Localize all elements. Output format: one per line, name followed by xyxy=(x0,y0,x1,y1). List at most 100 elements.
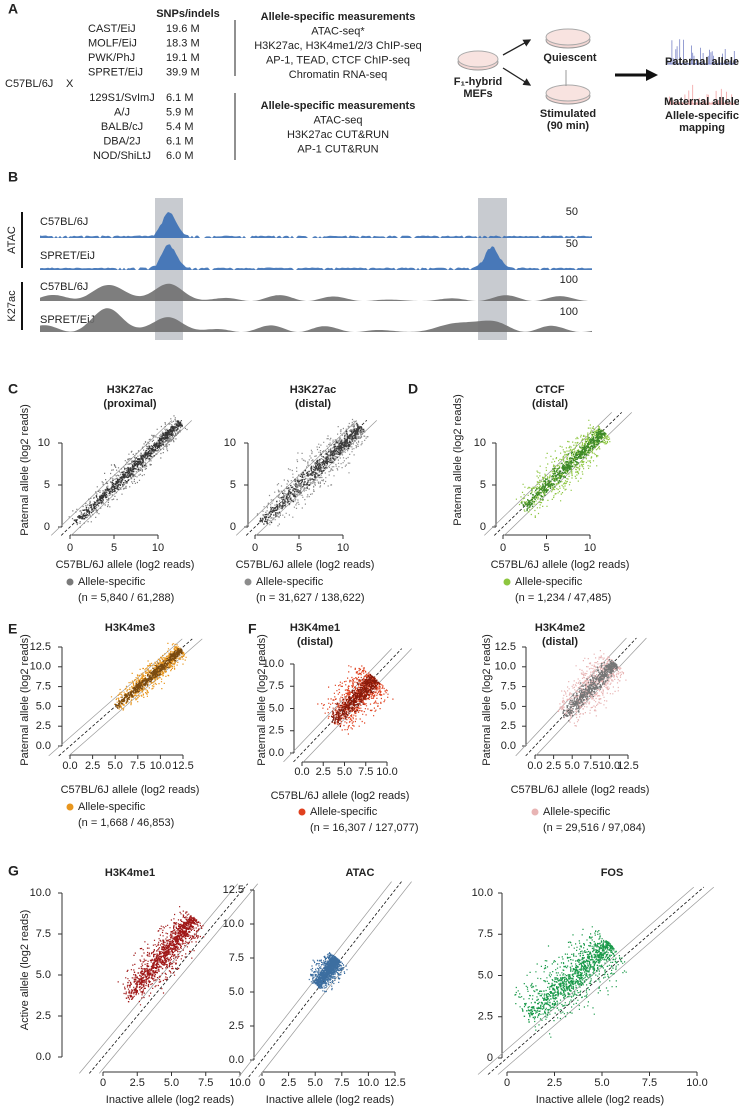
plot-title: H3K4me1 xyxy=(105,867,155,879)
track-name: C57BL/6J xyxy=(40,281,88,293)
x-tick-label: 5 xyxy=(543,542,549,554)
dish-quiescent xyxy=(545,28,591,49)
y-tick-label: 10 xyxy=(38,437,50,449)
y-tick-label: 5 xyxy=(480,479,486,491)
snp-count: 18.3 M xyxy=(166,37,200,49)
x-tick-label: 5.0 xyxy=(337,766,352,778)
y-tick-label: 10 xyxy=(474,437,486,449)
panel-label: A xyxy=(8,1,18,17)
plot-title: ATAC xyxy=(346,867,375,879)
diagonal-bound xyxy=(79,883,239,1074)
diagonal xyxy=(88,883,249,1074)
track-signal xyxy=(40,212,592,238)
x-tick-label: 5.0 xyxy=(108,760,123,772)
diagonal xyxy=(245,420,368,536)
diagonal-bound xyxy=(484,412,612,536)
content: A SNPs/indels C57BL/6J X CAST/EiJ 19.6 M MOLF/… xyxy=(5,1,739,1106)
measurement-heading: Allele-specific measurements xyxy=(261,11,416,23)
cells-label: MEFs xyxy=(463,88,492,100)
legend-count: (n = 1,234 / 47,485) xyxy=(515,592,611,604)
x-axis-label: Inactive allele (log2 reads) xyxy=(536,1094,664,1106)
diagonal xyxy=(293,648,402,763)
snp-count: 19.1 M xyxy=(166,52,200,64)
plot-title: CTCF xyxy=(535,384,565,396)
legend-label: Allele-specific xyxy=(78,576,146,588)
snp-count: 5.9 M xyxy=(166,106,194,118)
x-tick-label: 10 xyxy=(152,542,164,554)
track-scale: 100 xyxy=(560,274,578,286)
x-tick-label: 10.0 xyxy=(599,760,620,772)
diagonal xyxy=(248,881,402,1078)
strain-name: PWK/PhJ xyxy=(88,52,135,64)
x-tick-label: 7.5 xyxy=(334,1077,349,1089)
measurement-item: ATAC-seq* xyxy=(311,25,365,37)
point-cloud xyxy=(312,954,341,989)
y-tick-label: 0.0 xyxy=(36,740,51,752)
y-tick-label: 5.0 xyxy=(36,969,51,981)
group-label: K27ac xyxy=(6,290,18,322)
y-tick-label: 2.5 xyxy=(269,725,284,737)
snp-count: 5.4 M xyxy=(166,121,194,133)
legend-label: Allele-specific xyxy=(310,806,378,818)
y-tick-label: 7.5 xyxy=(36,928,51,940)
x-tick-label: 2.5 xyxy=(547,1077,562,1089)
x-axis-label: C57BL/6J allele (log2 reads) xyxy=(491,559,630,571)
strain-name: CAST/EiJ xyxy=(88,23,136,35)
measurement-item: H3K27ac CUT&RUN xyxy=(287,129,389,141)
panel-label: F xyxy=(248,621,257,637)
cross-strain: C57BL/6J xyxy=(5,78,53,90)
y-tick-label: 12.5 xyxy=(223,884,244,896)
y-axis-label: Paternal allele (log2 reads) xyxy=(256,634,268,765)
y-tick-label: 5.0 xyxy=(269,702,284,714)
x-tick-label: 10.0 xyxy=(686,1077,707,1089)
y-tick-label: 10 xyxy=(224,437,236,449)
allele-label: Maternal allele xyxy=(664,96,739,108)
y-tick-label: 7.5 xyxy=(36,681,51,693)
x-tick-label: 7.5 xyxy=(198,1077,213,1089)
x-tick-label: 0 xyxy=(500,542,506,554)
diagonal-bound xyxy=(48,638,183,757)
point-cloud xyxy=(521,428,606,512)
plot-title: H3K27ac xyxy=(107,384,153,396)
legend-count: (n = 5,840 / 61,288) xyxy=(78,592,174,604)
y-tick-label: 2.5 xyxy=(478,1011,493,1023)
diagonal-bound xyxy=(283,648,392,763)
x-tick-label: 7.5 xyxy=(583,760,598,772)
measurement-item: Chromatin RNA-seq xyxy=(289,69,387,81)
condition-label: (90 min) xyxy=(547,120,590,132)
x-tick-label: 7.5 xyxy=(130,760,145,772)
strain-name: BALB/cJ xyxy=(101,121,143,133)
y-axis-label: Paternal allele (log2 reads) xyxy=(19,404,31,535)
point-cloud xyxy=(124,915,198,1003)
x-tick-label: 0.0 xyxy=(527,760,542,772)
x-tick-label: 10.0 xyxy=(150,760,171,772)
condition-label: Stimulated xyxy=(540,108,596,120)
plot-title: FOS xyxy=(601,867,624,879)
plot-title: (proximal) xyxy=(103,398,157,410)
y-tick-label: 7.5 xyxy=(229,952,244,964)
track-signal xyxy=(40,244,592,270)
y-axis-label: Paternal allele (log2 reads) xyxy=(481,634,493,765)
snp-count: 6.0 M xyxy=(166,150,194,162)
diagonal-bound xyxy=(258,881,412,1078)
y-axis-label: Paternal allele (log2 reads) xyxy=(19,634,31,765)
x-tick-label: 10.0 xyxy=(376,766,397,778)
legend-count: (n = 29,516 / 97,084) xyxy=(543,822,645,834)
plot-title: H3K27ac xyxy=(290,384,336,396)
y-tick-label: 0 xyxy=(44,521,50,533)
x-tick-label: 5 xyxy=(296,542,302,554)
x-tick-label: 0.0 xyxy=(62,760,77,772)
x-tick-label: 5 xyxy=(111,542,117,554)
point-cloud xyxy=(562,659,619,722)
x-tick-label: 10 xyxy=(584,542,596,554)
diagonal-bound xyxy=(50,420,173,536)
dish-stimulated xyxy=(545,70,591,105)
y-tick-label: 10.0 xyxy=(263,658,284,670)
track-name: SPRET/EiJ xyxy=(40,314,95,326)
legend-dot xyxy=(244,578,252,586)
legend-count: (n = 31,627 / 138,622) xyxy=(256,592,365,604)
x-tick-label: 5.0 xyxy=(594,1077,609,1089)
x-tick-label: 10 xyxy=(337,542,349,554)
x-axis-label: C57BL/6J allele (log2 reads) xyxy=(271,790,410,802)
